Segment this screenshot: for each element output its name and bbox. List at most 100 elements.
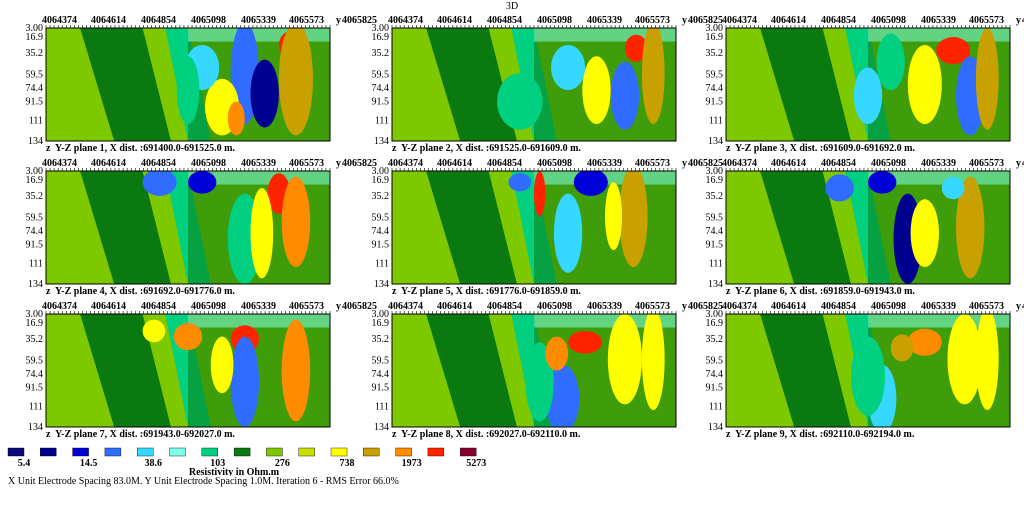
y-tick-label: 4064854	[821, 158, 856, 169]
resistivity-anomaly	[605, 182, 623, 251]
plane-caption: Y-Z plane 8, X dist. :692027.0-692110.0 …	[401, 429, 581, 440]
legend-value-label: 1973	[402, 458, 422, 469]
plane-9-svg: 4064374 4064614 4064854 4065098 4065339 40655…	[706, 301, 1024, 440]
depth-tick-label: 16.9	[706, 175, 724, 186]
resistivity-anomaly	[227, 101, 245, 136]
plane-5-panel: 4064374 4064614 4064854 4065098 4065339 40655…	[346, 155, 724, 298]
resistivity-anomaly	[281, 176, 311, 268]
resistivity-anomaly	[545, 336, 569, 371]
plane-7-section	[46, 314, 330, 427]
depth-tick-label: 111	[375, 116, 389, 127]
plane-8-panel: 4064374 4064614 4064854 4065098 4065339 40655…	[346, 298, 724, 441]
resistivity-anomaly	[947, 314, 982, 405]
depth-tick-label: 59.5	[706, 355, 724, 366]
y-tick-label: 4064374	[42, 301, 77, 312]
depth-tick-label: 74.4	[26, 226, 44, 237]
y-tick-label: 4064374	[42, 158, 77, 169]
resistivity-anomaly	[573, 171, 608, 196]
legend-swatch	[395, 447, 412, 457]
y-tick-label: 4065098	[537, 158, 572, 169]
depth-tick-label: 111	[709, 116, 723, 127]
resistivity-band	[760, 28, 857, 141]
resistivity-anomaly	[545, 364, 580, 427]
y-axis-label: y	[336, 158, 341, 169]
resistivity-anomaly	[508, 173, 532, 192]
depth-tick-label: 74.4	[706, 83, 724, 94]
y-tick-label: 4065573	[969, 301, 1004, 312]
resistivity-anomaly	[497, 73, 543, 130]
y-tick-label: 4064854	[487, 301, 522, 312]
depth-tick-label: 91.5	[26, 239, 44, 250]
z-axis-label: z	[46, 143, 51, 154]
z-axis-label: z	[392, 429, 397, 440]
y-tick-label: 4064854	[487, 15, 522, 26]
resistivity-anomaly	[230, 336, 259, 427]
y-tick-label: 4065339	[241, 15, 276, 26]
resistivity-anomaly	[188, 171, 217, 194]
depth-tick-label: 59.5	[26, 69, 44, 80]
plane-7-panel: 4064374 4064614 4064854 4065098 4065339 40655…	[0, 298, 378, 441]
resistivity-band	[80, 28, 177, 141]
y-axis-label: y	[1016, 301, 1021, 312]
resistivity-anomaly	[173, 323, 203, 351]
depth-tick-label: 91.5	[706, 382, 724, 393]
plane-caption: Y-Z plane 6, X dist. :691859.0-691943.0 …	[735, 286, 915, 297]
legend-value-label: 5273	[466, 458, 486, 469]
resistivity-anomaly	[890, 334, 914, 362]
depth-tick-label: 91.5	[26, 96, 44, 107]
y-tick-label: 4065825	[342, 158, 377, 169]
legend-swatch	[266, 447, 283, 457]
y-tick-label: 4065098	[191, 15, 226, 26]
y-tick-label: 4064374	[388, 15, 423, 26]
depth-tick-label: 16.9	[26, 175, 44, 186]
depth-tick-label: 3.00	[26, 309, 44, 320]
resistivity-anomaly	[610, 61, 640, 130]
inversion-info: X Unit Electrode Spacing 83.0M. Y Unit E…	[8, 476, 399, 487]
y-tick-label: 4065825	[1022, 15, 1024, 26]
y-tick-label: 4064854	[141, 158, 176, 169]
y-tick-label: 4064614	[771, 158, 806, 169]
y-tick-label: 4065339	[241, 158, 276, 169]
legend-swatch	[427, 447, 445, 457]
y-tick-label: 4065098	[871, 301, 906, 312]
plane-caption: Y-Z plane 2, X dist. :691525.0-691609.0 …	[401, 143, 581, 154]
plane-2-panel: 4064374 4064614 4064854 4065098 4065339 40655…	[346, 12, 724, 155]
y-tick-label: 4064614	[437, 301, 472, 312]
y-tick-label: 4064854	[141, 15, 176, 26]
depth-tick-label: 35.2	[26, 191, 44, 202]
resistivity-anomaly	[853, 67, 883, 125]
resistivity-anomaly	[142, 171, 177, 196]
resistivity-band	[426, 314, 523, 427]
resistivity-band	[488, 171, 540, 284]
z-axis-label: z	[392, 143, 397, 154]
chart-main-title: 3D	[505, 1, 519, 12]
resistivity-band	[142, 314, 194, 427]
resistivity-band	[760, 171, 857, 284]
plane-2-section	[392, 28, 676, 141]
resistivity-band	[426, 28, 523, 141]
depth-tick-label: 74.4	[706, 226, 724, 237]
depth-tick-label: 74.4	[706, 369, 724, 380]
y-axis-label: y	[336, 301, 341, 312]
depth-tick-label: 134	[708, 279, 723, 290]
depth-tick-label: 35.2	[372, 48, 390, 59]
depth-tick-label: 35.2	[706, 48, 724, 59]
depth-tick-label: 111	[375, 402, 389, 413]
depth-tick-label: 59.5	[706, 69, 724, 80]
legend-value-label: 738	[340, 458, 355, 469]
depth-tick-label: 134	[28, 136, 43, 147]
resistivity-anomaly	[641, 314, 665, 411]
plane-caption: Y-Z plane 4, X dist. :691692.0-691776.0 …	[55, 286, 235, 297]
depth-tick-label: 59.5	[26, 355, 44, 366]
y-tick-label: 4065573	[969, 15, 1004, 26]
legend-swatch	[233, 447, 251, 457]
plane-5-section	[392, 171, 676, 284]
resistivity-anomaly	[956, 176, 985, 279]
resistivity-band	[80, 314, 177, 427]
y-tick-label: 4065339	[587, 158, 622, 169]
resistivity-anomaly	[582, 56, 611, 125]
y-tick-label: 4065098	[191, 158, 226, 169]
plane-4-panel: 4064374 4064614 4064854 4065098 4065339 40655…	[0, 155, 378, 298]
depth-tick-label: 74.4	[372, 226, 390, 237]
y-tick-label: 4065825	[342, 15, 377, 26]
